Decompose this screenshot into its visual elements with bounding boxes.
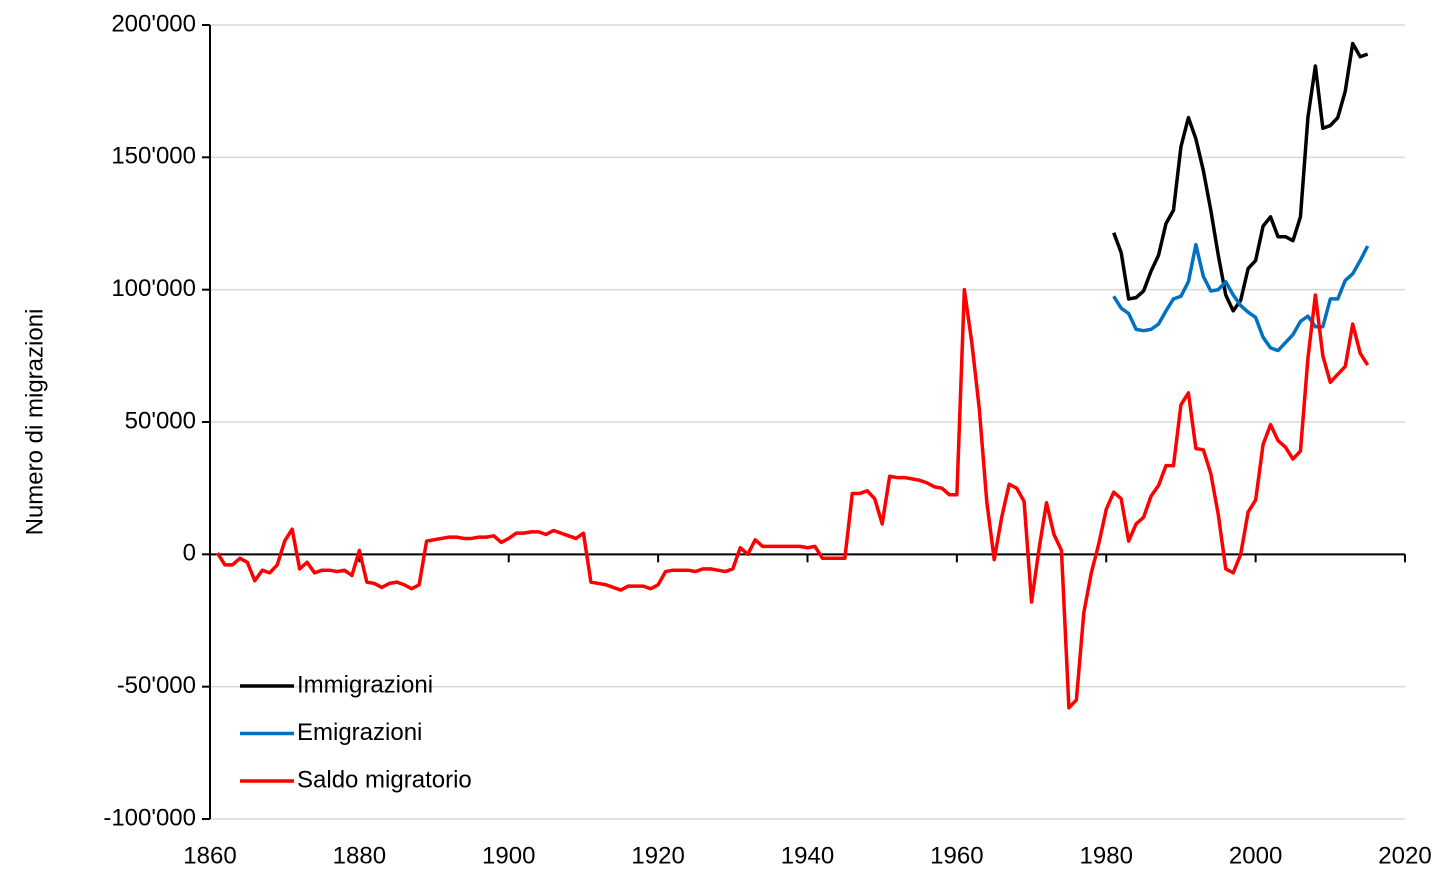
y-tick-label: 0 [183,540,196,567]
x-tick-label: 1860 [183,842,236,869]
y-tick-label: 100'000 [111,275,196,302]
legend-label: Emigrazioni [297,719,422,746]
x-tick-label: 1920 [631,842,684,869]
y-tick-label: -50'000 [117,672,196,699]
y-tick-label: 150'000 [111,143,196,170]
x-tick-label: 1960 [930,842,983,869]
legend-label: Saldo migratorio [297,766,472,793]
series-line [1112,41,1369,313]
y-tick-label: 200'000 [111,10,196,37]
x-tick-label: 1980 [1080,842,1133,869]
x-tick-label: 1900 [482,842,535,869]
y-axis-label: Numero di migrazioni [21,309,48,536]
series-line [215,287,1370,710]
x-tick-label: 1940 [781,842,834,869]
x-tick-label: 1880 [333,842,386,869]
legend-label: Immigrazioni [297,671,433,698]
x-tick-label: 2020 [1378,842,1431,869]
y-tick-label: 50'000 [125,407,196,434]
x-tick-label: 2000 [1229,842,1282,869]
series-line [1112,242,1370,353]
y-tick-label: -100'000 [103,804,196,831]
